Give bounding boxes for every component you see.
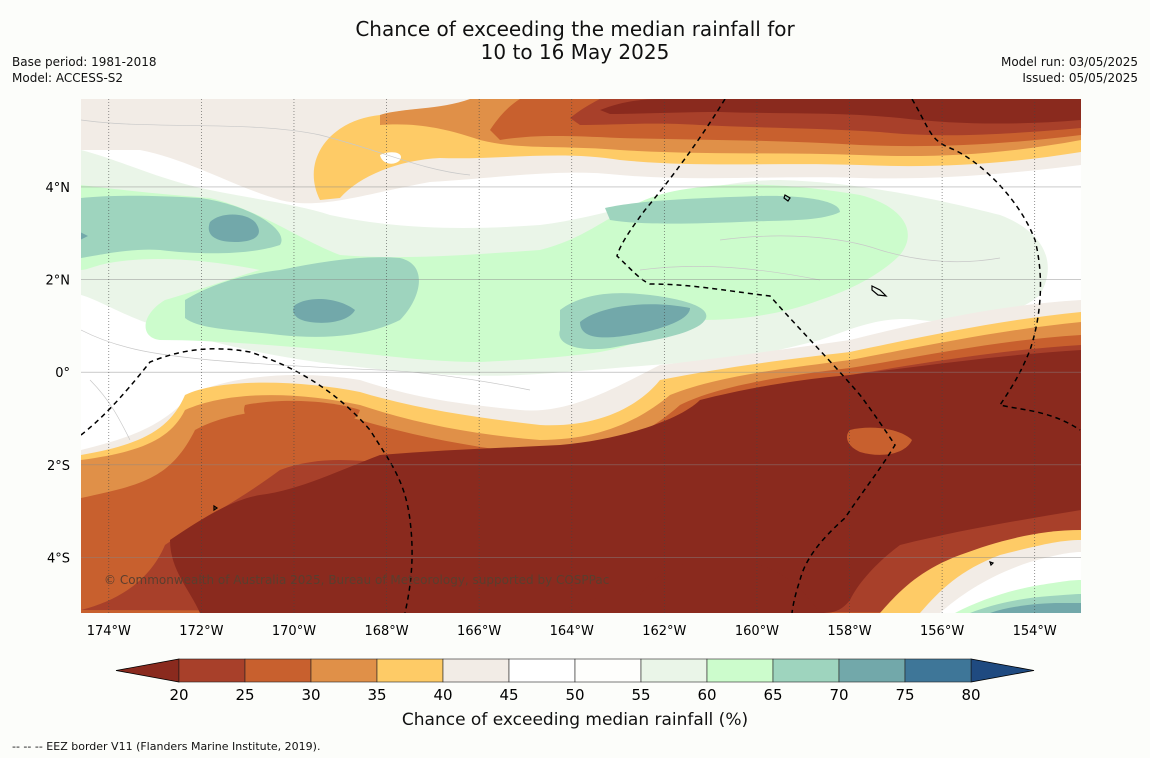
colorbar-segment xyxy=(772,658,840,683)
colorbar-tick-label: 50 xyxy=(565,686,584,704)
eez-segment-east xyxy=(911,99,1081,431)
colorbar-segment xyxy=(376,658,444,683)
contour-3 xyxy=(719,235,1001,263)
lat-label: 4°S xyxy=(47,551,70,566)
colorbar-segment xyxy=(574,658,642,683)
title-line-2: 10 to 16 May 2025 xyxy=(480,40,670,64)
island-2 xyxy=(871,285,888,297)
contour-1 xyxy=(81,119,471,176)
wet-band-70-d xyxy=(81,232,88,240)
contour-lines xyxy=(81,119,1001,441)
colorbar-tick-label: 60 xyxy=(697,686,716,704)
island-4 xyxy=(989,561,995,567)
colorbar-over-arrow xyxy=(970,658,1035,683)
lon-label: 156°W xyxy=(920,624,964,639)
latitude-labels: 4°N 2°N 0° 2°S 4°S xyxy=(46,181,71,566)
wet-band-70-c xyxy=(580,304,690,338)
wet-band-65-west xyxy=(81,195,282,258)
lon-label: 172°W xyxy=(179,624,223,639)
wet-band-65-north xyxy=(605,195,840,224)
colorbar-segment xyxy=(838,658,906,683)
colorbar-segment xyxy=(706,658,774,683)
colorbar-segment xyxy=(904,658,972,683)
map-title: Chance of exceeding the median rainfall … xyxy=(0,18,1150,64)
title-line-1: Chance of exceeding the median rainfall … xyxy=(355,17,795,41)
colorbar-segment xyxy=(508,658,576,683)
north-wet-patch xyxy=(380,152,401,164)
island-1 xyxy=(783,194,791,202)
colorbar-tick-label: 20 xyxy=(169,686,188,704)
contour-4 xyxy=(639,266,821,281)
colorbar-tick-label: 75 xyxy=(895,686,914,704)
lat-label: 4°N xyxy=(46,181,71,196)
south-east-70 xyxy=(990,603,1081,613)
probability-field: © Commonwealth of Australia 2025, Bureau… xyxy=(81,99,1081,613)
eez-legend-footer: -- -- -- EEZ border V11 (Flanders Marine… xyxy=(12,740,321,753)
colorbar-under-arrow xyxy=(115,658,180,683)
eez-segment-central xyxy=(616,99,896,613)
lat-label: 0° xyxy=(55,366,70,381)
lon-label: 170°W xyxy=(272,624,316,639)
wet-band-70-b xyxy=(293,298,355,323)
issued-date: Issued: 05/05/2025 xyxy=(1022,71,1138,85)
lon-label: 164°W xyxy=(550,624,594,639)
colorbar-tick-label: 70 xyxy=(829,686,848,704)
island-3 xyxy=(213,504,219,512)
copyright-text: © Commonwealth of Australia 2025, Bureau… xyxy=(104,573,609,587)
colorbar-tick-label: 45 xyxy=(499,686,518,704)
lon-label: 154°W xyxy=(1013,624,1057,639)
eez-border xyxy=(81,99,1081,613)
lon-label: 158°W xyxy=(827,624,871,639)
north-band-20 xyxy=(600,99,1081,124)
latitude-gridlines xyxy=(81,186,1081,558)
east-dry-patch xyxy=(847,427,912,455)
base-period: Base period: 1981-2018 xyxy=(12,55,157,69)
contour-2 xyxy=(81,329,531,391)
lon-label: 162°W xyxy=(642,624,686,639)
colorbar-tick-label: 35 xyxy=(367,686,386,704)
colorbar-tick-label: 55 xyxy=(631,686,650,704)
meta-left: Base period: 1981-2018 Model: ACCESS-S2 xyxy=(12,54,157,86)
colorbar-segment xyxy=(640,658,708,683)
lon-label: 160°W xyxy=(735,624,779,639)
western-dry-patch xyxy=(244,400,360,429)
colorbar-segment xyxy=(310,658,378,683)
eez-segment-west xyxy=(81,348,413,613)
lon-label: 168°W xyxy=(364,624,408,639)
colorbar: 20 25 30 35 40 45 50 55 60 65 70 75 80 xyxy=(115,658,1035,704)
colorbar-segment xyxy=(442,658,510,683)
colorbar-tick-label: 30 xyxy=(301,686,320,704)
model-run: Model run: 03/05/2025 xyxy=(1000,55,1138,69)
longitude-labels: 174°W 172°W 170°W 168°W 166°W 164°W 162°W 160°W… xyxy=(87,624,1057,639)
colorbar-tick-label: 65 xyxy=(763,686,782,704)
meta-right: Model run: 03/05/2025 Issued: 05/05/2025 xyxy=(1001,54,1138,86)
colorbar-tick-label: 25 xyxy=(235,686,254,704)
lat-label: 2°N xyxy=(46,274,71,289)
colorbar-tick-label: 40 xyxy=(433,686,452,704)
colorbar-segment xyxy=(244,658,312,683)
contour-5 xyxy=(89,379,131,441)
islands xyxy=(213,194,995,567)
colorbar-title: Chance of exceeding median rainfall (%) xyxy=(401,710,749,730)
colorbar-tick-label: 80 xyxy=(961,686,980,704)
wet-band-70-a xyxy=(208,214,259,242)
south-20 xyxy=(170,350,1081,613)
model-name: Model: ACCESS-S2 xyxy=(12,71,124,85)
lat-label: 2°S xyxy=(47,459,70,474)
wet-band-65-central xyxy=(185,257,419,337)
south-20-lower xyxy=(560,560,820,613)
lon-label: 166°W xyxy=(457,624,501,639)
colorbar-segment xyxy=(178,658,246,683)
lon-label: 174°W xyxy=(87,624,131,639)
